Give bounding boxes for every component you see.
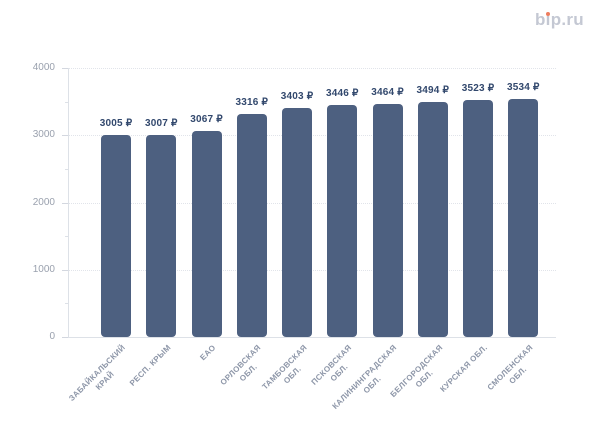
y-tick-label: 1000 xyxy=(32,263,55,275)
gridline xyxy=(69,68,556,69)
x-category-label: ТАМБОВСКАЯ ОБЛ. xyxy=(259,343,309,392)
plot-area: 3005 ₽ 3007 ₽ 3067 ₽ 3316 ₽ 3403 ₽ 3446 ₽ 3464… xyxy=(68,68,556,338)
bar[interactable] xyxy=(101,134,131,337)
bar[interactable] xyxy=(282,108,312,337)
bar[interactable] xyxy=(236,114,267,337)
logo-i-dot-icon xyxy=(546,12,551,16)
bar-value-label: 3534 ₽ xyxy=(506,82,540,94)
y-major-tick xyxy=(62,202,68,204)
logo-letter-i: ı xyxy=(545,10,551,29)
y-major-tick xyxy=(62,68,68,69)
bar[interactable] xyxy=(508,99,539,337)
bar[interactable] xyxy=(417,102,448,337)
bar-value-label: 3446 ₽ xyxy=(325,88,359,100)
bar[interactable] xyxy=(327,105,358,337)
x-category-label: ЗАБАЙКАЛЬСКИЙ КРАЙ xyxy=(67,343,128,403)
logo-text-b: b xyxy=(534,10,546,29)
bar-value-label: 3494 ₽ xyxy=(416,85,450,97)
bar-value-label: 3464 ₽ xyxy=(371,87,404,99)
bar-value-label: 3403 ₽ xyxy=(280,91,314,103)
bar[interactable] xyxy=(372,104,403,337)
bar-value-label: 3007 ₽ xyxy=(144,117,178,129)
bar-value-label: 3067 ₽ xyxy=(190,113,223,125)
y-minor-tick xyxy=(65,236,68,238)
y-minor-tick xyxy=(65,303,68,305)
x-category-label: СМОЛЕНСКАЯ ОБЛ. xyxy=(485,343,535,392)
y-minor-tick xyxy=(65,168,68,170)
x-category-label: РЕСП. КРЫМ xyxy=(127,343,173,388)
logo-text-rest: p.ru xyxy=(550,10,584,29)
y-axis: 0 1000 2000 3000 4000 xyxy=(0,62,68,342)
gridline xyxy=(69,202,556,204)
gridline xyxy=(69,269,556,271)
y-tick-label: 0 xyxy=(49,331,55,342)
x-axis: ЗАБАЙКАЛЬСКИЙ КРАЙ РЕСП. КРЫМ ЕАО ОРЛОВСКАЯ… xyxy=(0,343,600,427)
site-logo: bı p.ru xyxy=(535,10,584,30)
y-major-tick xyxy=(62,135,68,137)
y-tick-label: 4000 xyxy=(32,62,55,73)
bar[interactable] xyxy=(463,100,493,337)
bar[interactable] xyxy=(191,130,222,337)
y-major-tick xyxy=(62,337,68,338)
x-category-label: ЕАО xyxy=(198,343,218,363)
y-minor-tick xyxy=(65,101,68,103)
y-tick-label: 2000 xyxy=(32,196,55,208)
y-major-tick xyxy=(62,269,68,271)
gridline xyxy=(69,135,556,137)
bar-value-label: 3523 ₽ xyxy=(461,83,495,95)
bar-value-label: 3005 ₽ xyxy=(99,117,133,129)
bar-value-label: 3316 ₽ xyxy=(235,97,269,108)
y-tick-label: 3000 xyxy=(32,129,55,141)
bar[interactable] xyxy=(146,134,177,337)
